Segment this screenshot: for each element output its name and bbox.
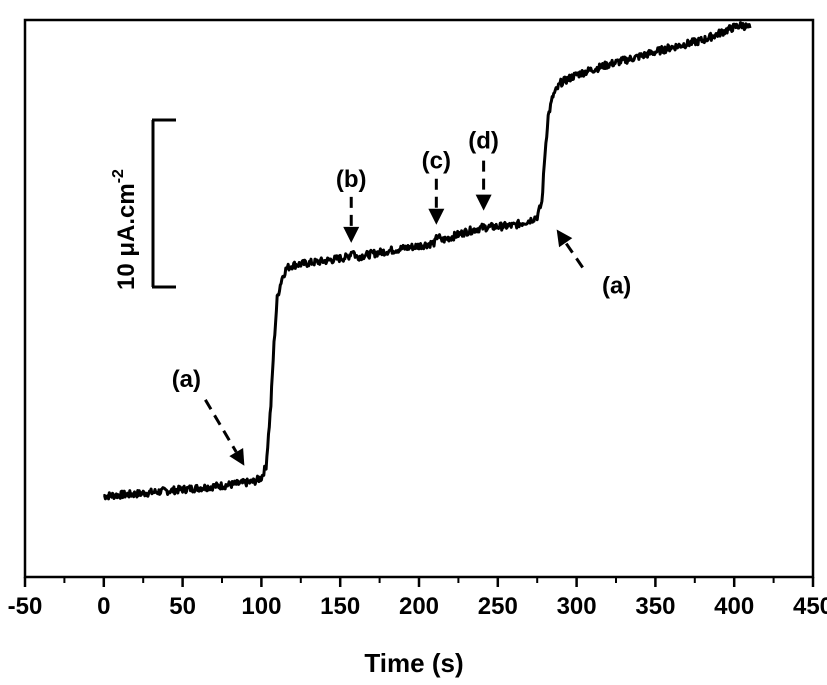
annotation-layer: (a) (b) (c) (d) (a) [172,128,631,466]
x-tick-label: 200 [399,593,439,620]
series-layer [102,21,752,501]
annotation-arrow-head [475,194,492,211]
x-tick-label: 450 [793,593,827,620]
x-tick-label: 350 [635,593,675,620]
annotation-arrow-head [428,208,445,225]
x-axis-title: Time (s) [364,648,463,678]
annotation-arrow-head [229,447,245,466]
x-tick-label: 50 [169,593,196,620]
x-tick-label: -50 [8,593,43,620]
x-tick-label: 150 [320,593,360,620]
annotation-label: (c) [422,148,451,175]
annotation-arrow-head [556,229,573,248]
annotation-label: (a) [602,272,631,299]
annotation-label: (d) [468,128,499,155]
x-axis-ticks [23,577,815,587]
x-axis-tick-labels: -50 0 50 100 150 200 250 300 350 400 450 [8,593,827,620]
series-line [102,21,752,501]
annotation-arrow-shaft [204,399,238,453]
x-tick-label: 0 [97,593,110,620]
x-tick-label: 400 [714,593,754,620]
scale-bar: 10 μA.cm-2 [110,118,176,290]
x-tick-label: 250 [478,593,518,620]
scale-bar-label: 10 μA.cm-2 [110,169,140,290]
annotation-arrow-shaft [564,241,584,269]
x-tick-label: 300 [557,593,597,620]
x-tick-label: 100 [241,593,281,620]
annotation-label: (b) [336,166,367,193]
annotation-label: (a) [172,366,201,393]
annotation-arrow-head [343,226,360,243]
